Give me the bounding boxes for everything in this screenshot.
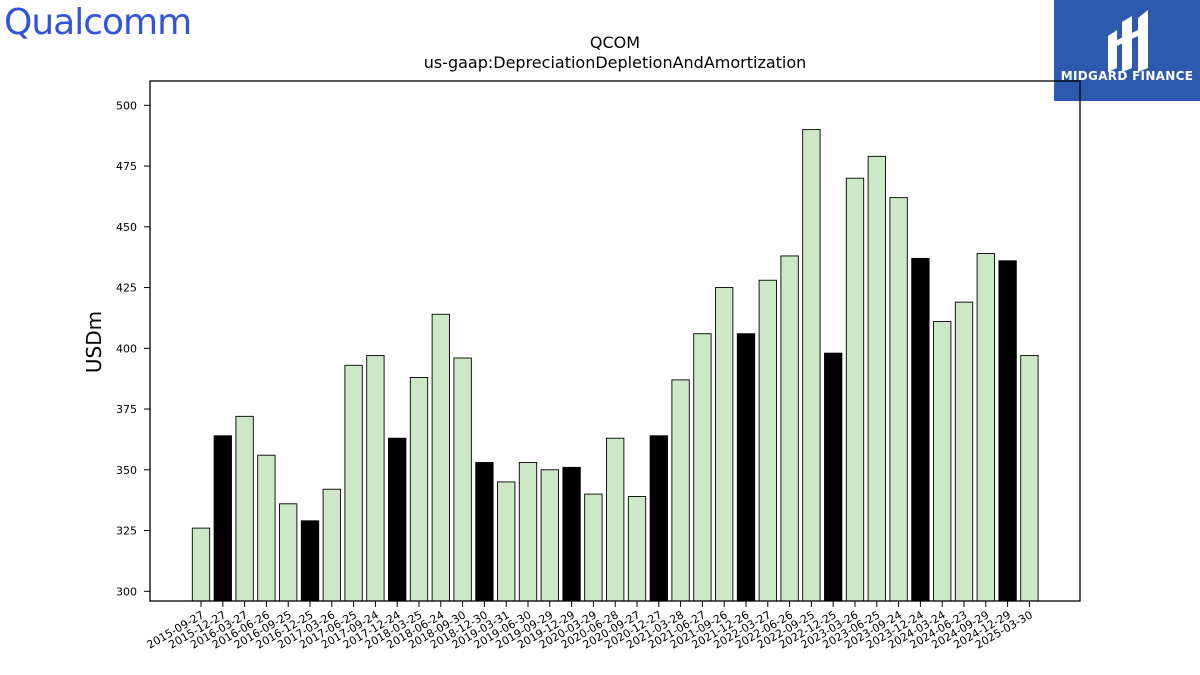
bar-2020-12-27	[649, 435, 668, 602]
y-tick-label: 400	[116, 342, 137, 355]
bar-2019-12-29	[562, 466, 581, 602]
bar-2016-12-25	[300, 520, 320, 602]
y-tick-label: 425	[116, 282, 137, 295]
bar-2015-09-27	[191, 527, 211, 602]
bar-2018-12-30	[475, 462, 494, 602]
bar-2020-03-29	[584, 493, 603, 602]
bar-2023-03-26	[845, 177, 865, 602]
bar-2019-03-31	[497, 481, 516, 602]
bar-2023-12-24	[911, 257, 930, 602]
y-axis: 300 325 350 375 400 425 450 475 500	[116, 99, 150, 598]
bar-2022-12-25	[824, 352, 843, 602]
bar-2017-06-25	[344, 364, 363, 602]
y-tick-label: 375	[116, 403, 137, 416]
y-tick-label: 500	[116, 99, 137, 112]
x-axis: 2015-09-272015-12-272016-03-272016-06-26…	[145, 601, 1035, 652]
bar-2022-03-27	[758, 279, 777, 602]
bar-2023-06-25	[867, 155, 886, 602]
bar-2020-06-28	[606, 437, 625, 602]
bar-2019-06-30	[518, 462, 538, 602]
y-tick-label: 350	[116, 464, 137, 477]
bar-2016-09-25	[279, 503, 298, 602]
bar-2016-03-27	[235, 415, 254, 602]
y-tick-label: 325	[116, 525, 137, 538]
bar-2022-06-26	[780, 255, 799, 602]
plot-frame	[149, 80, 1081, 602]
bar-2020-09-27	[627, 496, 647, 602]
midgard-finance-label: MIDGARD FINANCE	[1060, 69, 1194, 83]
bar-2024-09-29	[976, 253, 995, 602]
bar-2018-06-24	[431, 313, 450, 602]
bar-2021-03-28	[671, 379, 690, 602]
midgard-emblem-icon	[1108, 10, 1148, 72]
bar-2018-09-30	[453, 357, 472, 602]
bar-2021-12-26	[736, 333, 756, 602]
bar-2017-12-24	[388, 437, 407, 602]
bar-2024-06-23	[954, 301, 974, 602]
bar-2018-03-25	[409, 377, 429, 602]
bar-2024-12-29	[998, 260, 1017, 602]
y-tick-label: 475	[116, 160, 137, 173]
qualcomm-logo: Qualcomm	[4, 2, 192, 43]
chart-subtitle: us-gaap:DepreciationDepletionAndAmortiza…	[424, 53, 807, 72]
bar-2023-09-24	[889, 197, 908, 602]
bar-2025-03-30	[1020, 355, 1039, 602]
bars	[191, 129, 1039, 602]
bar-2019-09-29	[540, 469, 559, 602]
bar-2017-09-24	[366, 355, 385, 602]
bar-2022-09-25	[802, 129, 821, 602]
bar-2024-03-24	[933, 321, 952, 602]
bar-2021-09-26	[715, 287, 734, 602]
y-tick-label: 450	[116, 221, 137, 234]
y-axis-label: USDm	[82, 311, 106, 373]
bar-2017-03-26	[322, 488, 341, 602]
chart-title: QCOM	[590, 33, 640, 52]
bar-2021-06-27	[693, 333, 712, 602]
y-tick-label: 300	[116, 585, 137, 598]
bar-2015-12-27	[213, 435, 232, 602]
midgard-finance-logo: MIDGARD FINANCE	[1054, 0, 1200, 101]
bar-2016-06-26	[257, 454, 276, 602]
